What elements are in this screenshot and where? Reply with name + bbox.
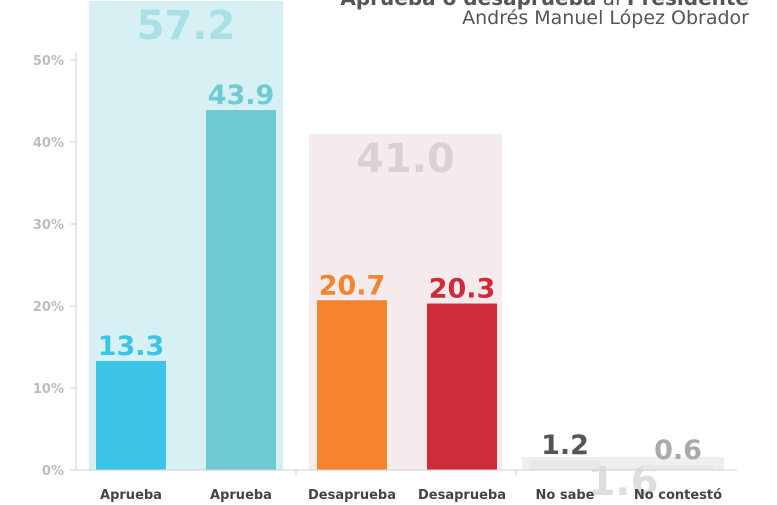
x-category-label: Aprueba (100, 488, 162, 503)
y-tick-label: 0% (42, 464, 64, 479)
y-tick-label: 10% (33, 382, 64, 397)
bar-value-label: 20.7 (319, 270, 386, 301)
y-tick-label: 50% (33, 54, 64, 69)
bar-value-label: 43.9 (208, 80, 275, 111)
x-category-label: Aprueba (210, 488, 272, 503)
bar (530, 460, 600, 470)
y-tick-label: 20% (33, 300, 64, 315)
bar-value-label: 0.6 (654, 435, 702, 466)
bar (96, 360, 166, 470)
chart-subtitle: Andrés Manuel López Obrador (462, 7, 749, 29)
bar-value-label: 13.3 (98, 331, 165, 362)
bar (206, 110, 276, 471)
chart-title-bold-end: Presidente (627, 0, 749, 10)
bar (427, 303, 497, 470)
chart-title-bold-start: Aprueba o desaprueba (340, 0, 596, 10)
bar-value-label: 20.3 (429, 274, 496, 305)
bar (643, 465, 713, 470)
x-category-label: No sabe (536, 488, 595, 503)
x-category-label: No contestó (634, 488, 722, 503)
group-total-label: 41.0 (356, 136, 455, 182)
x-category-label: Desaprueba (308, 488, 396, 503)
bar-value-label: 1.2 (541, 430, 589, 461)
y-tick-label: 40% (33, 136, 64, 151)
bar (317, 300, 387, 470)
group-total-label: 57.2 (137, 3, 236, 49)
x-category-label: Desaprueba (418, 488, 506, 503)
chart-title-mid: al (596, 0, 627, 10)
chart-title: Aprueba o desaprueba al Presidente (340, 0, 749, 10)
y-tick-label: 30% (33, 218, 64, 233)
